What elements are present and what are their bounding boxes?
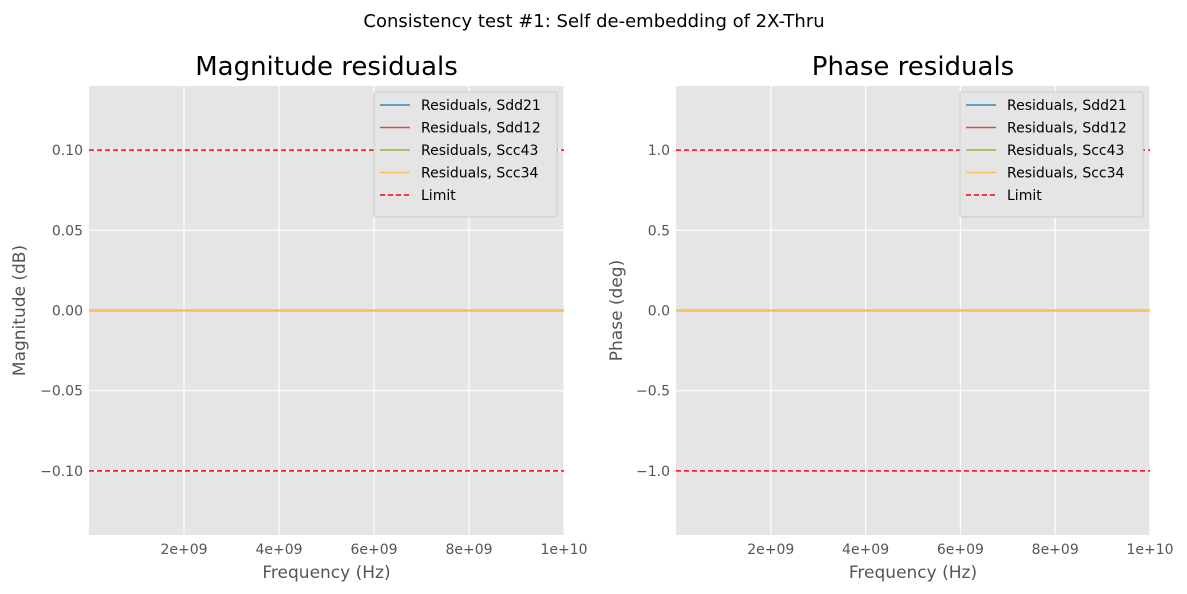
y-tick-label: −1.0	[636, 464, 670, 480]
y-tick-label: 1.0	[648, 143, 670, 159]
legend: Residuals, Sdd21 Residuals, Sdd12 Residual…	[959, 91, 1144, 218]
legend-frame	[959, 91, 1144, 218]
x-tick-label: 8e+09	[1032, 542, 1079, 558]
x-tick-label: 6e+09	[937, 542, 984, 558]
legend-label: Residuals, Scc43	[1007, 143, 1124, 159]
x-tick-label: 1e+10	[540, 542, 587, 558]
x-tick-label: 4e+09	[255, 542, 302, 558]
legend-label: Residuals, Scc34	[421, 166, 539, 182]
legend-label: Residuals, Scc43	[421, 143, 538, 159]
legend-label: Residuals, Scc34	[1007, 166, 1125, 182]
y-tick-label: −0.05	[40, 384, 83, 400]
x-tick-label: 6e+09	[350, 542, 397, 558]
legend-frame	[373, 91, 558, 218]
x-tick-label: 8e+09	[445, 542, 492, 558]
chart-panel-2: 2e+09 4e+09 6e+09 8e+09 1e+10 −1.0 −0.5 0.0 0.5 1…	[607, 52, 1174, 583]
chart-title: Magnitude residuals	[195, 52, 458, 82]
legend-label: Residuals, Sdd12	[421, 121, 541, 137]
x-tick-label: 4e+09	[842, 542, 889, 558]
y-axis-label: Magnitude (dB)	[10, 245, 30, 376]
y-tick-label: 0.00	[52, 304, 83, 320]
chart-panel-1: 2e+09 4e+09 6e+09 8e+09 1e+10 −0.10 −0.05 0.00 0…	[10, 52, 588, 583]
chart-title: Phase residuals	[812, 52, 1014, 82]
y-axis-label: Phase (deg)	[607, 260, 627, 361]
legend-label: Limit	[1007, 188, 1042, 204]
x-axis-label: Frequency (Hz)	[262, 563, 390, 583]
legend-label: Limit	[421, 188, 456, 204]
legend-label: Residuals, Sdd21	[1007, 98, 1127, 114]
x-tick-label: 2e+09	[160, 542, 207, 558]
legend: Residuals, Sdd21 Residuals, Sdd12 Residual…	[373, 91, 558, 218]
y-tick-label: 0.5	[648, 223, 670, 239]
y-tick-label: −0.10	[40, 464, 83, 480]
y-tick-label: 0.05	[52, 223, 83, 239]
y-tick-label: 0.0	[648, 304, 670, 320]
y-tick-label: 0.10	[52, 143, 83, 159]
x-axis-label: Frequency (Hz)	[849, 563, 977, 583]
legend-label: Residuals, Sdd12	[1007, 121, 1127, 137]
figure-suptitle: Consistency test #1: Self de-embedding o…	[363, 11, 824, 32]
legend-label: Residuals, Sdd21	[421, 98, 541, 114]
x-tick-label: 2e+09	[747, 542, 794, 558]
x-tick-label: 1e+10	[1126, 542, 1173, 558]
y-tick-label: −0.5	[636, 384, 670, 400]
